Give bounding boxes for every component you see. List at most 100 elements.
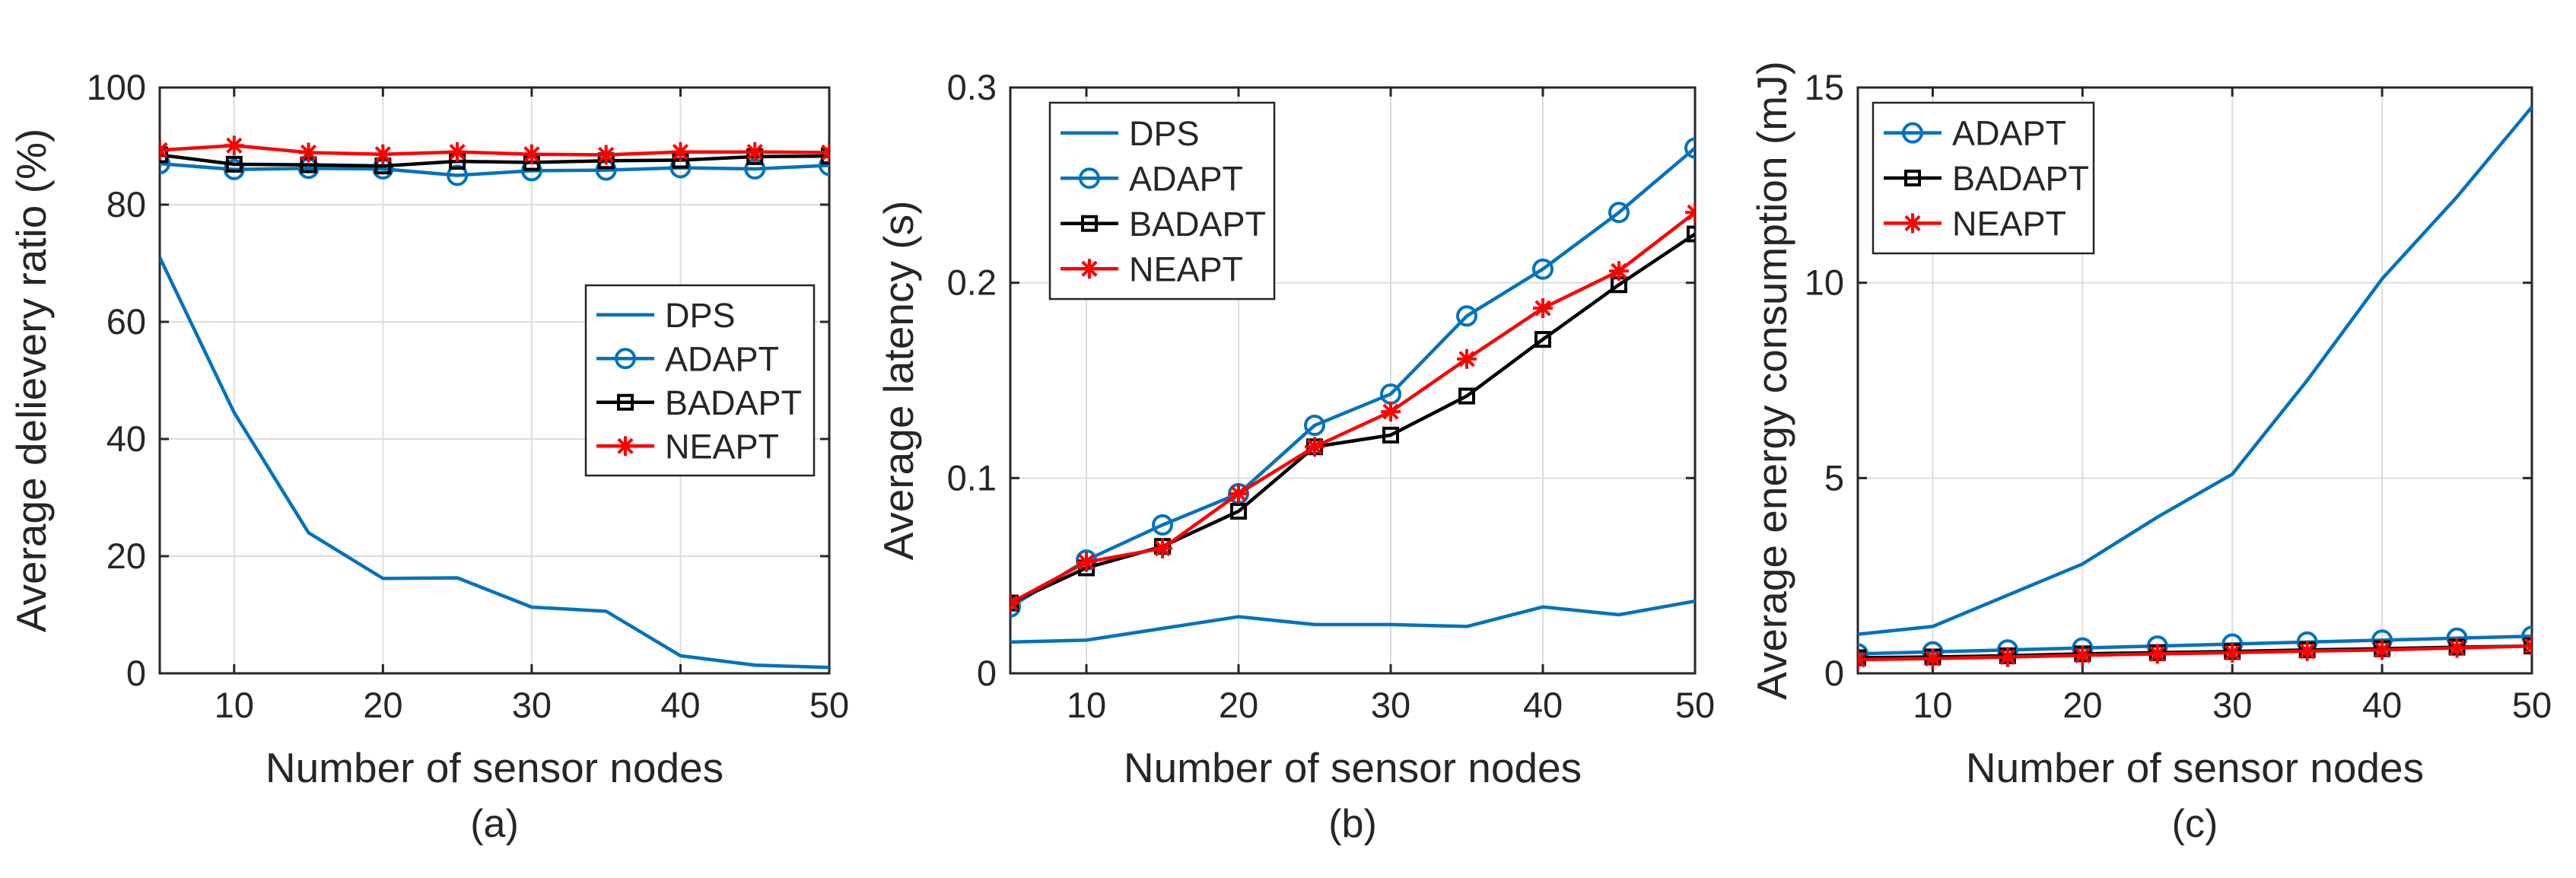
data-point bbox=[745, 142, 765, 162]
data-point bbox=[1684, 137, 1695, 159]
series-line bbox=[1010, 211, 1695, 605]
x-tick-label: 20 bbox=[363, 685, 402, 725]
x-tick-label: 20 bbox=[2062, 685, 2102, 725]
y-tick-label: 0 bbox=[126, 653, 146, 693]
data-point bbox=[160, 153, 170, 175]
data-point bbox=[1381, 402, 1401, 422]
legend-item-neapt: NEAPT bbox=[1061, 250, 1243, 288]
legend-marker bbox=[1902, 122, 1923, 144]
x-tick-label: 10 bbox=[1067, 685, 1106, 725]
x-axis-label: Number of sensor nodes bbox=[1124, 744, 1582, 791]
legend-marker bbox=[615, 348, 636, 370]
x-tick-label: 10 bbox=[1913, 685, 1952, 725]
data-point bbox=[1382, 426, 1399, 444]
legend-item-adapt: ADAPT bbox=[596, 339, 779, 378]
legend-item-dps: DPS bbox=[596, 296, 736, 335]
series-line bbox=[160, 143, 829, 157]
series-line bbox=[1858, 644, 2532, 662]
y-tick-label: 100 bbox=[87, 67, 146, 107]
series-adapt-line bbox=[1858, 106, 2532, 636]
legend-label: ADAPT bbox=[665, 339, 779, 378]
series-dps-line bbox=[160, 256, 829, 670]
y-tick-label: 15 bbox=[1805, 67, 1844, 107]
data-point bbox=[2147, 644, 2167, 664]
legend-item-adapt: ADAPT bbox=[1884, 114, 2066, 153]
data-point bbox=[1305, 437, 1325, 457]
data-point bbox=[1608, 202, 1630, 224]
series-line bbox=[160, 153, 829, 168]
data-point bbox=[1997, 647, 2018, 667]
data-point bbox=[1456, 305, 1477, 327]
x-tick-label: 20 bbox=[1219, 685, 1258, 725]
data-point bbox=[1858, 650, 1868, 670]
data-point bbox=[160, 140, 170, 161]
data-point bbox=[1858, 643, 1868, 665]
y-tick-label: 5 bbox=[1824, 457, 1844, 498]
data-point bbox=[224, 135, 244, 156]
data-point bbox=[1010, 593, 1020, 613]
chart-panel-2: 10 20 30 40 50 0 0.1 0.2 0.3 Number of sensor nod… bbox=[875, 67, 1715, 846]
data-point bbox=[2522, 636, 2532, 657]
legend-item-neapt: NEAPT bbox=[596, 427, 779, 466]
data-point bbox=[223, 158, 245, 180]
legend-marker bbox=[1903, 213, 1922, 234]
data-point bbox=[1304, 415, 1325, 437]
data-point bbox=[1685, 202, 1695, 223]
legend-label: BADAPT bbox=[1129, 205, 1266, 243]
y-tick-label: 20 bbox=[107, 536, 146, 576]
data-point bbox=[670, 142, 691, 162]
series-adapt-marked bbox=[1010, 137, 1695, 618]
data-point bbox=[1922, 648, 1943, 669]
legend-item-badapt: BADAPT bbox=[1061, 205, 1266, 243]
x-tick-label: 50 bbox=[2512, 685, 2552, 725]
axes-box bbox=[158, 86, 831, 675]
panel-caption: (c) bbox=[2172, 802, 2218, 846]
x-axis-label: Number of sensor nodes bbox=[1966, 744, 2424, 791]
y-tick-label: 80 bbox=[107, 184, 146, 224]
y-tick-label: 0.1 bbox=[947, 457, 997, 498]
legend-label: ADAPT bbox=[1952, 114, 2066, 153]
y-tick-label: 0 bbox=[1824, 653, 1844, 693]
data-point bbox=[225, 155, 243, 173]
data-point bbox=[2521, 625, 2532, 647]
legend-label: NEAPT bbox=[665, 427, 779, 466]
data-point bbox=[447, 142, 468, 162]
data-point bbox=[596, 145, 616, 165]
x-tick-label: 50 bbox=[809, 685, 849, 725]
data-point bbox=[2072, 645, 2093, 666]
legend: DPS ADAPT BADAPT NEAPT bbox=[584, 284, 816, 477]
legend-item-badapt: BADAPT bbox=[1884, 159, 2089, 198]
legend-marker bbox=[1079, 167, 1100, 189]
legend-label: BADAPT bbox=[1952, 159, 2089, 198]
data-point bbox=[1230, 502, 1247, 520]
series-line bbox=[1010, 599, 1695, 644]
data-point bbox=[1152, 514, 1173, 536]
data-point bbox=[373, 144, 393, 164]
data-point bbox=[1077, 552, 1096, 572]
x-tick-label: 50 bbox=[1675, 685, 1715, 725]
series-layer bbox=[1010, 137, 1695, 644]
legend-label: NEAPT bbox=[1952, 204, 2066, 243]
data-point bbox=[819, 142, 829, 163]
y-tick-label: 10 bbox=[1805, 262, 1844, 303]
y-tick-label: 40 bbox=[107, 418, 146, 459]
panel-caption: (b) bbox=[1328, 802, 1377, 846]
data-point bbox=[1229, 483, 1248, 504]
series-adapt-marked bbox=[1858, 625, 2532, 665]
data-point bbox=[819, 154, 829, 177]
chart-panel-1: 10 20 30 40 50 0 20 40 60 80 100 Number of sensor n… bbox=[8, 67, 849, 846]
data-point bbox=[1533, 298, 1553, 319]
legend-marker bbox=[1904, 170, 1921, 186]
panel-caption: (a) bbox=[470, 802, 519, 846]
y-tick-label: 60 bbox=[107, 301, 146, 342]
legend-item-neapt: NEAPT bbox=[1884, 204, 2066, 243]
legend-label: DPS bbox=[665, 296, 736, 335]
data-point bbox=[1858, 649, 1866, 666]
data-point bbox=[2372, 640, 2393, 660]
legend-label: DPS bbox=[1129, 114, 1200, 153]
series-line bbox=[160, 161, 829, 177]
legend-item-badapt: BADAPT bbox=[596, 383, 802, 422]
x-tick-label: 30 bbox=[2212, 685, 2252, 725]
